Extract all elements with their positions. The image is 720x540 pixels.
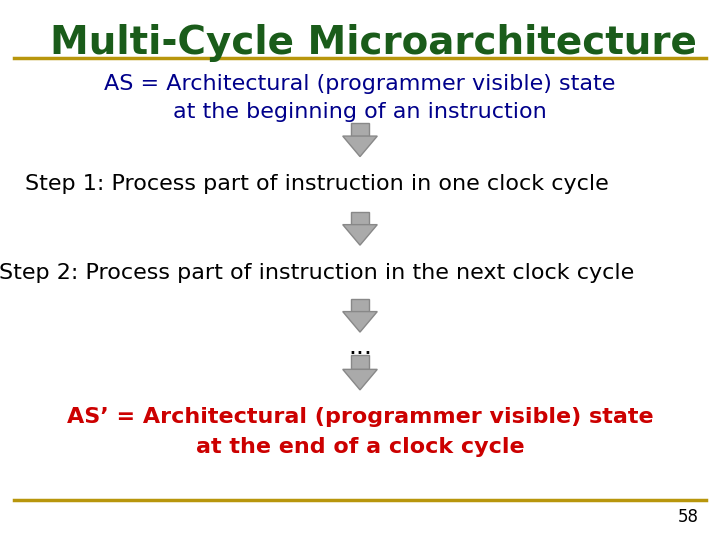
- Polygon shape: [351, 355, 369, 369]
- Polygon shape: [343, 225, 377, 245]
- Polygon shape: [351, 212, 369, 225]
- Text: Step 2: Process part of instruction in the next clock cycle: Step 2: Process part of instruction in t…: [0, 262, 634, 283]
- Polygon shape: [343, 312, 377, 332]
- Text: ...: ...: [348, 335, 372, 359]
- Text: AS = Architectural (programmer visible) state: AS = Architectural (programmer visible) …: [104, 73, 616, 94]
- Polygon shape: [343, 369, 377, 390]
- Text: at the end of a clock cycle: at the end of a clock cycle: [196, 436, 524, 457]
- Text: AS’ = Architectural (programmer visible) state: AS’ = Architectural (programmer visible)…: [67, 407, 653, 427]
- Text: Step 1: Process part of instruction in one clock cycle: Step 1: Process part of instruction in o…: [25, 173, 608, 194]
- Polygon shape: [351, 299, 369, 312]
- Polygon shape: [351, 123, 369, 136]
- Text: 58: 58: [678, 509, 698, 526]
- Polygon shape: [343, 136, 377, 157]
- Text: Multi-Cycle Microarchitecture: Multi-Cycle Microarchitecture: [50, 24, 697, 62]
- Text: at the beginning of an instruction: at the beginning of an instruction: [173, 102, 547, 122]
